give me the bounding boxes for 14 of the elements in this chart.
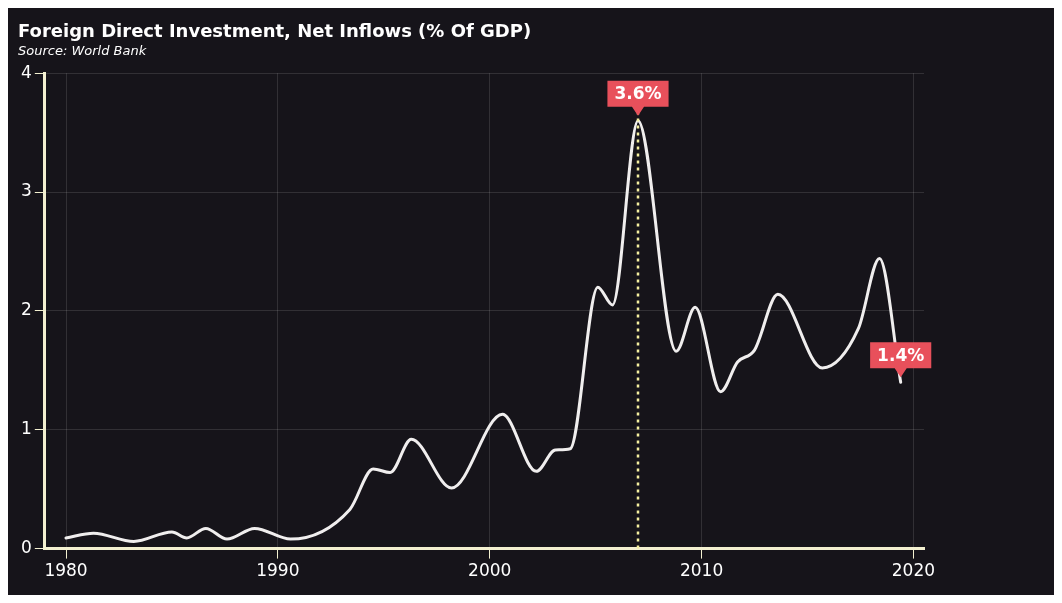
y-tick-label: 3 [20,180,32,201]
annotation: 3.6% [614,83,662,104]
chart-subtitle: Source: World Bank [18,42,147,58]
annotation: 1.4% [877,344,925,365]
y-tick-label: 1 [20,418,32,439]
x-tick-label: 1980 [44,560,88,581]
y-tick-label: 2 [20,299,32,320]
x-tick-label: 1990 [256,560,300,581]
x-tick-label: 2000 [468,560,512,581]
chart-title: Foreign Direct Investment, Net Inflows (% Of GDP) [18,20,532,42]
y-tick-label: 0 [20,537,32,558]
y-tick-label: 4 [20,61,32,82]
x-tick-label: 2020 [891,560,936,581]
x-tick-label: 2010 [679,560,724,581]
